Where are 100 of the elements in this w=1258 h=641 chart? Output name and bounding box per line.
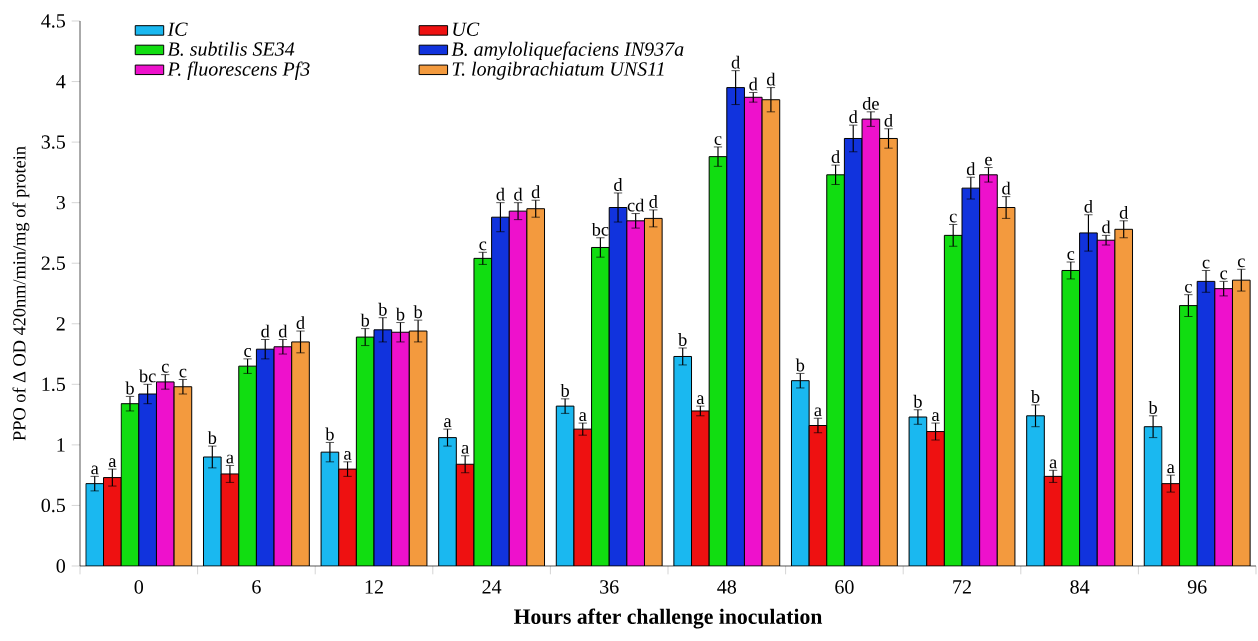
data-label: d [1002, 181, 1011, 195]
x-tick-label: 48 [717, 580, 737, 594]
bar [996, 207, 1016, 566]
y-axis-title: PPO of Δ OD 420nm/min/mg of protein [12, 146, 30, 441]
data-label: d [278, 324, 288, 338]
data-label: a [444, 418, 452, 428]
x-tick-label: 0 [134, 580, 144, 594]
y-tick-label: 2.5 [41, 256, 66, 270]
data-label: cd [627, 198, 645, 212]
legend-label: P. fluorescens Pf3 [167, 61, 310, 80]
bar [555, 405, 575, 566]
x-tick-label: 96 [1187, 580, 1207, 594]
bar [320, 451, 340, 566]
bar [1214, 288, 1233, 566]
data-label: c [244, 348, 252, 357]
data-label: d [749, 77, 758, 91]
data-label: b [795, 358, 805, 372]
y-tick-label: 2 [56, 317, 65, 331]
data-label: c [479, 241, 487, 251]
data-label: d [884, 113, 893, 127]
data-label: d [1119, 205, 1129, 219]
data-label: b [378, 302, 387, 316]
data-label: a [91, 465, 99, 475]
bar [1114, 228, 1134, 566]
legend-label: T. longibrachiatum UNS11 [452, 61, 664, 80]
y-tick-label: 4.5 [41, 14, 66, 28]
bar [790, 380, 810, 566]
data-label: a [1049, 459, 1057, 469]
bar [438, 437, 457, 566]
data-label: c [949, 213, 957, 223]
data-label: b [913, 394, 922, 408]
data-label: b [678, 333, 687, 346]
data-label: d [766, 72, 776, 86]
bar [861, 118, 881, 566]
data-label: b [395, 307, 405, 321]
bar [673, 355, 693, 566]
data-label: c [1067, 251, 1075, 261]
data-label: b [1030, 390, 1040, 403]
data-label: a [579, 412, 587, 422]
data-label: b [560, 383, 569, 397]
x-tick-label: 24 [482, 580, 502, 594]
x-tick-label: 72 [953, 580, 971, 594]
data-label: d [966, 162, 976, 176]
data-label: b [207, 431, 217, 445]
bar [273, 346, 293, 566]
data-label: b [413, 305, 422, 319]
y-tick-label: 0.5 [41, 498, 66, 513]
data-label: a [814, 407, 822, 417]
bar [1143, 426, 1163, 566]
y-tick-label: 0 [56, 559, 66, 573]
bar [1096, 239, 1116, 566]
bar [508, 210, 528, 566]
legend-label: B. amyloliquefaciens IN937a [451, 41, 684, 61]
data-label: d [296, 316, 305, 330]
data-label: c [714, 136, 722, 145]
bar [626, 220, 645, 566]
bar [173, 386, 193, 566]
data-label: b [360, 313, 370, 327]
data-label: d [514, 187, 523, 201]
bar [908, 416, 928, 566]
bar [408, 330, 428, 566]
y-tick-label: 1.5 [42, 377, 66, 392]
data-label: e [985, 156, 992, 166]
data-label: d [1102, 220, 1111, 234]
y-tick-label: 1 [57, 438, 65, 452]
data-label: bc [591, 222, 609, 236]
x-tick-label: 84 [1070, 580, 1090, 594]
bar [291, 341, 310, 566]
data-label: d [531, 185, 541, 199]
data-label: c [179, 368, 187, 378]
bar [761, 99, 781, 566]
data-label: d [731, 55, 740, 69]
data-label: b [325, 427, 334, 441]
y-tick-label: 3.5 [41, 135, 66, 149]
data-label: c [1185, 283, 1192, 293]
bar [391, 331, 410, 566]
bar [643, 217, 663, 566]
bar [879, 137, 898, 566]
data-label: b [125, 381, 134, 395]
data-label: d [614, 178, 623, 191]
data-label: a [1167, 464, 1175, 474]
data-label: c [1237, 258, 1245, 268]
data-label: c [1202, 259, 1210, 269]
data-label: d [496, 187, 505, 201]
bar [526, 208, 546, 566]
legend-label: IC [167, 22, 188, 36]
bar [155, 381, 175, 566]
bar [1026, 415, 1045, 566]
data-label: c [161, 363, 169, 373]
data-label: a [461, 445, 469, 454]
x-axis-title: Hours after challenge inoculation [514, 608, 823, 629]
data-label: a [108, 458, 117, 468]
y-tick-label: 4 [56, 74, 66, 89]
y-tick-label: 3 [56, 195, 66, 210]
x-tick-label: 36 [600, 580, 619, 594]
data-label: a [344, 451, 352, 460]
bar [202, 456, 222, 566]
data-label: a [226, 454, 234, 464]
data-label: d [649, 195, 658, 208]
data-label: d [1084, 199, 1093, 213]
